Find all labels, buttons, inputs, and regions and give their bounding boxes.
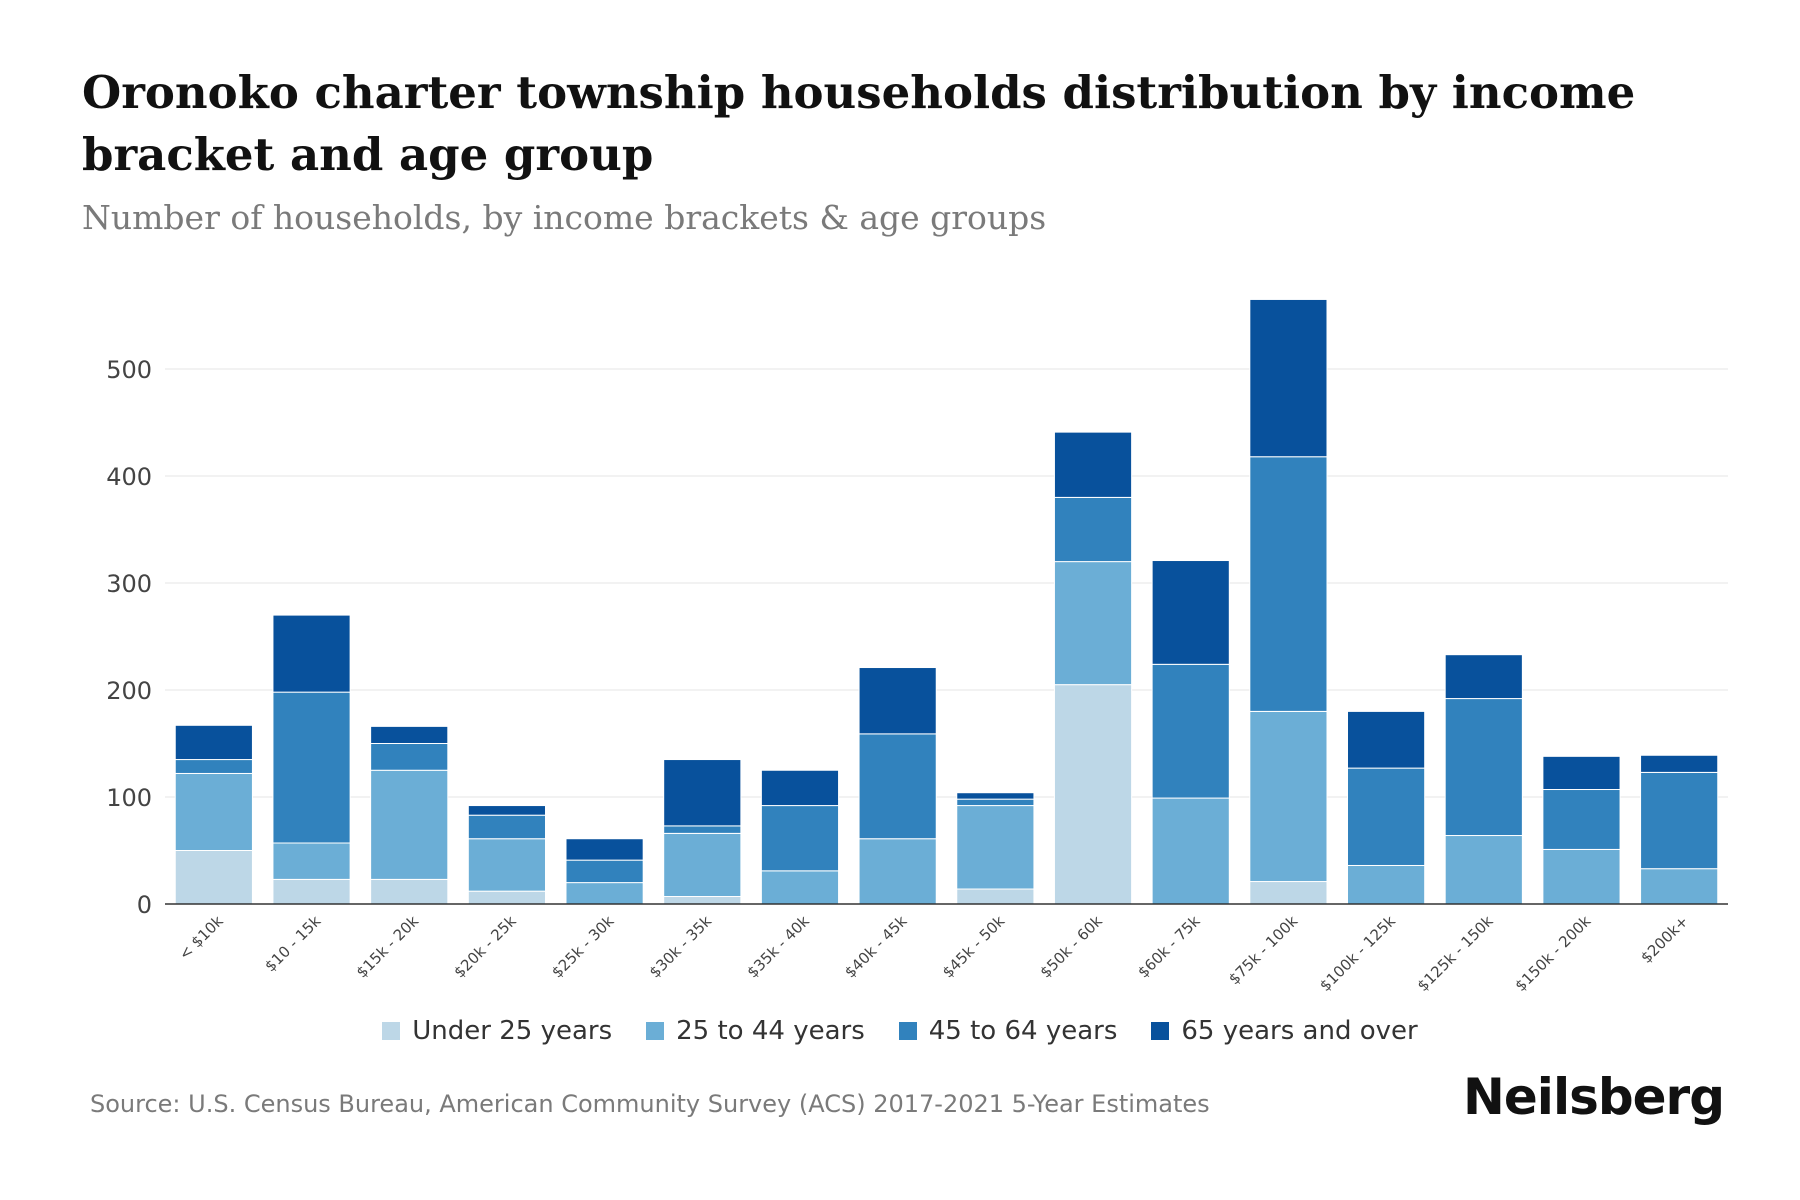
bar-segment: [174, 759, 253, 774]
x-tick-label: $125k - 150k: [1414, 912, 1497, 995]
x-tick-label: $20k - 25k: [450, 912, 520, 982]
y-tick-label: 500: [106, 356, 152, 384]
bar-segment: [1640, 868, 1719, 905]
legend-swatch-25-44: [646, 1022, 665, 1040]
bar-segment: [1542, 789, 1621, 850]
bar-segment: [760, 805, 840, 872]
bar-segment: [1640, 771, 1719, 870]
bar-segment: [467, 838, 546, 892]
source-note: Source: U.S. Census Bureau, American Com…: [90, 1090, 1210, 1118]
stacked-bar-chart: 0 100 200 300 400 500 < $10k $10 - 15k $15k - 20…: [106, 298, 1728, 995]
bar-segment: [1053, 431, 1133, 498]
x-tick-label: $15k - 20k: [353, 912, 423, 982]
x-tick-label: $150k - 200k: [1511, 912, 1594, 995]
chart-legend: Under 25 years 25 to 44 years 45 to 64 y…: [0, 1016, 1800, 1046]
x-tick-label: $75k - 100k: [1225, 912, 1301, 988]
bar-segment: [370, 878, 449, 905]
bar-segment: [1053, 496, 1133, 563]
bar-segment: [663, 825, 742, 834]
x-tick-label: $45k - 50k: [939, 912, 1009, 982]
x-tick-label: $35k - 40k: [743, 912, 813, 982]
legend-label-45-64: 45 to 64 years: [928, 1016, 1118, 1046]
bar-segment: [1151, 797, 1230, 905]
legend-item-25-44[interactable]: 25 to 44 years: [646, 1016, 865, 1046]
x-tick-label: < $10k: [175, 912, 227, 964]
x-tick-label: $25k - 30k: [548, 912, 618, 982]
bar-segment: [174, 772, 253, 852]
x-tick-label: $100k - 125k: [1316, 912, 1399, 995]
brand-logo: Neilsberg: [1463, 1068, 1725, 1126]
bar-segment: [370, 743, 449, 771]
bar-segment: [858, 733, 937, 840]
bar-segment: [272, 614, 351, 693]
legend-item-65-over[interactable]: 65 years and over: [1151, 1016, 1418, 1046]
bar-segment: [1151, 663, 1230, 799]
x-tick-label: $10 - 15k: [261, 912, 324, 975]
bar-segment: [370, 725, 449, 745]
bar-segment: [467, 890, 546, 905]
bar-segment: [1151, 560, 1230, 665]
x-tick-label: $30k - 35k: [646, 912, 716, 982]
bar-segment: [1640, 754, 1719, 773]
legend-item-45-64[interactable]: 45 to 64 years: [898, 1016, 1118, 1046]
legend-swatch-65-over: [1151, 1022, 1170, 1040]
legend-label-25-44: 25 to 44 years: [676, 1016, 865, 1046]
chart-subtitle: Number of households, by income brackets…: [82, 198, 1047, 237]
bar-segment: [174, 850, 253, 905]
bar-segment: [1249, 298, 1328, 458]
bar-segment: [1444, 654, 1523, 700]
bar-segment: [1347, 767, 1426, 866]
bar-segment: [956, 798, 1035, 807]
legend-item-under-25[interactable]: Under 25 years: [382, 1016, 612, 1046]
y-tick-label: 400: [106, 463, 152, 491]
bar-segment: [663, 759, 742, 827]
legend-swatch-45-64: [898, 1022, 917, 1040]
bar-segment: [272, 691, 351, 844]
bar-segment: [956, 888, 1035, 905]
x-tick-label: $60k - 75k: [1134, 912, 1204, 982]
bar-segment: [858, 667, 937, 735]
bar-segment: [663, 896, 742, 905]
y-tick-label: 0: [137, 891, 152, 919]
x-tick-label: $200k+: [1637, 912, 1692, 967]
legend-label-65-over: 65 years and over: [1181, 1016, 1418, 1046]
y-tick-label: 100: [106, 784, 152, 812]
bar-segment: [858, 838, 937, 905]
bar-segment: [1249, 881, 1328, 905]
bar-segment: [1542, 755, 1621, 791]
bar-segment: [565, 838, 644, 861]
y-tick-label: 200: [106, 677, 152, 705]
chart-title: Oronoko charter township households dist…: [82, 66, 1636, 181]
y-tick-label: 300: [106, 570, 152, 598]
bar-segment: [174, 724, 253, 761]
bar-segment: [760, 769, 840, 807]
x-tick-label: $40k - 45k: [841, 912, 911, 982]
bar-segment: [1347, 710, 1426, 769]
bar-segment: [1542, 848, 1621, 905]
bar-segment: [1249, 710, 1328, 883]
bar-segment: [272, 842, 351, 880]
bar-segment: [956, 805, 1035, 890]
bar-segment: [1444, 835, 1523, 905]
legend-swatch-under-25: [382, 1022, 401, 1040]
bar-segment: [565, 859, 644, 884]
bar-segment: [1053, 684, 1133, 905]
bar-segment: [467, 805, 546, 816]
bar-segment: [1444, 698, 1523, 837]
bar-segment: [956, 792, 1035, 800]
bar-segment: [272, 878, 351, 905]
bar-segment: [663, 832, 742, 898]
legend-label-under-25: Under 25 years: [412, 1016, 613, 1046]
bar-segment: [1347, 864, 1426, 905]
bar-segment: [370, 769, 449, 880]
bar-segment: [1053, 561, 1133, 686]
bar-segment: [467, 814, 546, 840]
bar-segment: [760, 870, 840, 905]
bar-segment: [1249, 456, 1328, 712]
x-tick-label: $50k - 60k: [1037, 912, 1107, 982]
bar-segment: [565, 882, 644, 905]
